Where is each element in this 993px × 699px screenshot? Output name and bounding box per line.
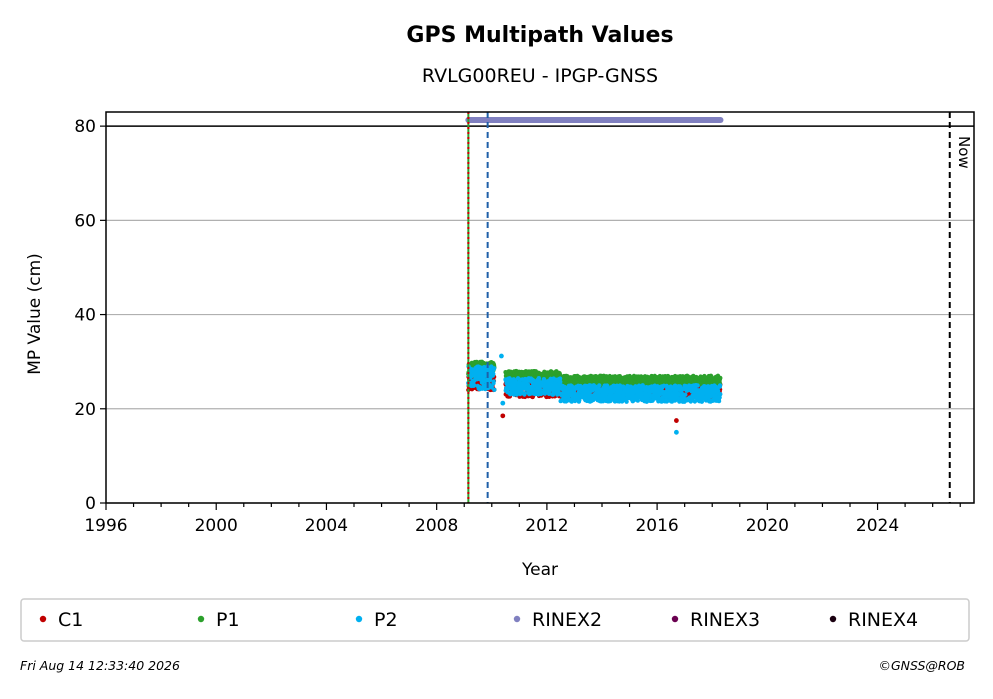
legend-label-rinex3: RINEX3 <box>690 609 760 631</box>
copyright-notice: ©GNSS@ROB <box>878 658 965 673</box>
x-tick-label: 2004 <box>305 516 348 536</box>
data-point <box>558 379 563 385</box>
vertical-markers: Now <box>467 112 973 503</box>
data-point <box>624 399 629 404</box>
outlier-point <box>674 418 679 423</box>
x-tick-label: 2008 <box>415 516 458 536</box>
series-p1 <box>466 359 723 388</box>
data-point <box>525 381 531 387</box>
data-point <box>604 383 610 388</box>
x-tick-label: 2024 <box>856 516 899 536</box>
legend-label-rinex4: RINEX4 <box>848 609 918 631</box>
series-p2 <box>466 353 723 435</box>
plot-frame <box>105 111 975 504</box>
legend-box <box>20 598 970 642</box>
x-tick-label: 2016 <box>635 516 678 536</box>
data-point <box>597 383 602 388</box>
x-tick-label: 2012 <box>525 516 568 536</box>
x-tick-label: 2020 <box>746 516 789 536</box>
y-tick-label: 40 <box>74 306 96 326</box>
data-point <box>557 376 563 381</box>
data-point <box>718 375 723 381</box>
outlier-point <box>674 429 679 435</box>
y-axis-label: MP Value (cm) <box>25 253 45 375</box>
data-points <box>465 117 724 435</box>
data-point <box>491 366 497 371</box>
data-point <box>577 397 582 403</box>
data-point <box>715 388 721 394</box>
legend-marker-c1 <box>39 615 47 623</box>
legend-label-rinex2: RINEX2 <box>532 609 602 631</box>
legend-label-c1: C1 <box>58 609 83 631</box>
data-point <box>718 391 723 397</box>
data-point <box>491 379 496 384</box>
legend: C1 P1 P2 RINEX2 RINEX3 RINEX4 <box>39 609 918 631</box>
y-tick-label: 0 <box>85 494 96 514</box>
data-point <box>522 391 527 396</box>
data-point <box>717 383 723 388</box>
data-point <box>600 398 606 404</box>
chart-subtitle: RVLG00REU - IPGP-GNSS <box>422 65 658 87</box>
legend-label-p1: P1 <box>216 609 240 631</box>
data-point <box>716 398 722 404</box>
legend-marker-rinex4 <box>829 615 837 623</box>
y-tick-label: 80 <box>74 117 96 137</box>
y-tick-label: 60 <box>74 211 96 231</box>
outlier-point <box>500 400 506 406</box>
axes: 0 20 40 60 80 1996 2000 2004 2008 2012 2016 2020 202… <box>74 117 961 536</box>
outlier-point <box>500 413 506 419</box>
data-point <box>695 383 700 388</box>
legend-marker-rinex2 <box>513 615 521 623</box>
data-point <box>471 382 477 388</box>
grid-lines <box>106 125 974 504</box>
legend-label-p2: P2 <box>374 609 398 631</box>
data-point <box>491 371 496 377</box>
outlier-point <box>499 353 504 359</box>
data-point <box>717 395 722 400</box>
now-label: Now <box>955 136 973 169</box>
data-point <box>482 383 488 388</box>
y-tick-label: 20 <box>74 400 96 420</box>
x-tick-label: 2000 <box>195 516 238 536</box>
data-point <box>492 387 497 392</box>
legend-marker-p2 <box>355 615 363 623</box>
x-axis-label: Year <box>521 560 558 580</box>
x-tick-label: 1996 <box>84 516 127 536</box>
legend-marker-rinex3 <box>671 615 679 623</box>
legend-marker-p1 <box>197 615 205 623</box>
chart-title: GPS Multipath Values <box>406 23 673 48</box>
render-timestamp: Fri Aug 14 12:33:40 2026 <box>20 658 180 673</box>
data-point <box>536 375 542 381</box>
data-point <box>683 392 688 397</box>
